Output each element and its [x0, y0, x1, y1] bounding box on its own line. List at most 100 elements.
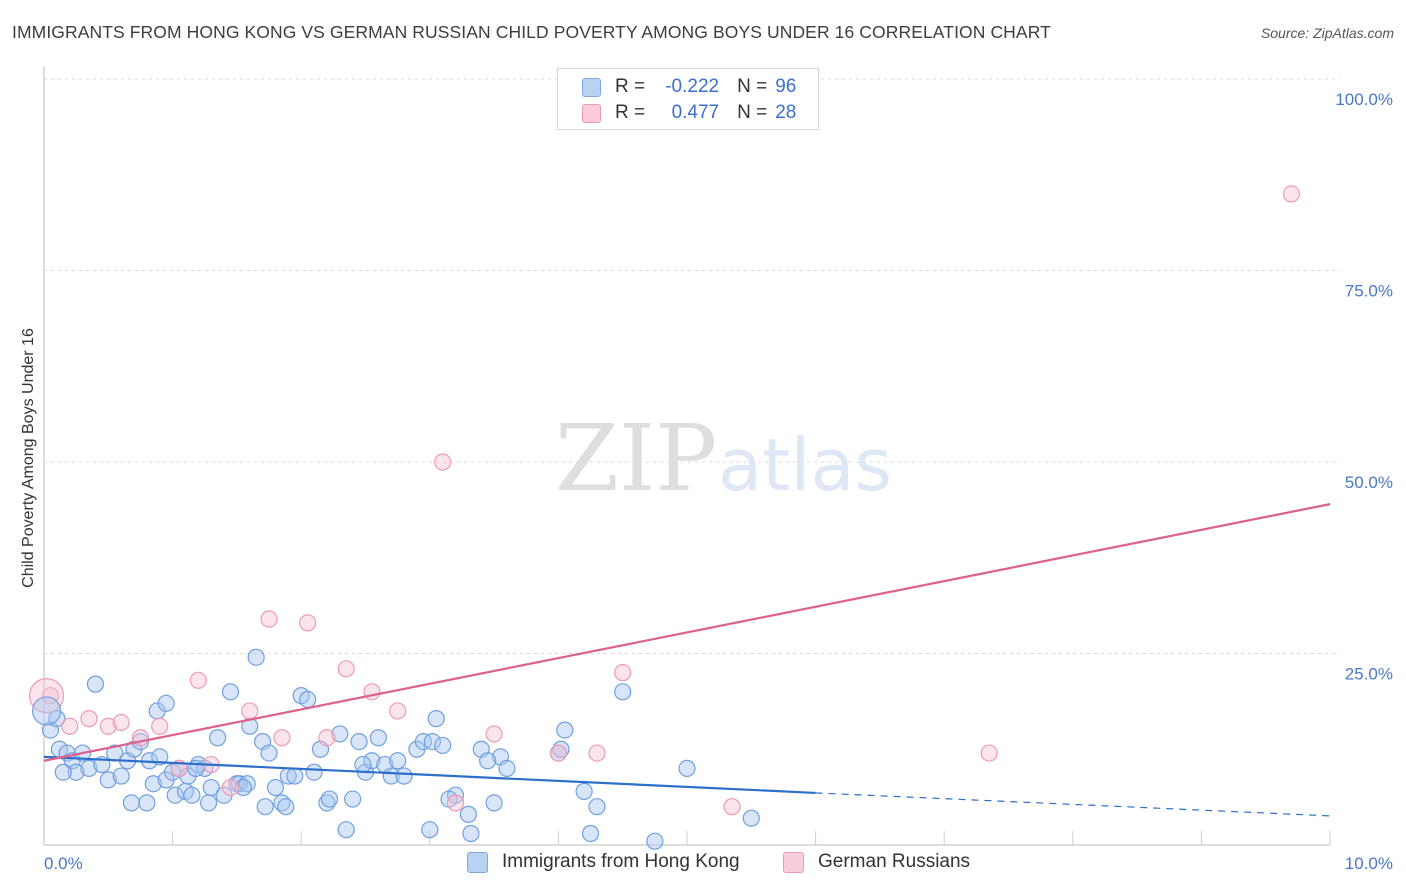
point-german-russian	[112, 713, 130, 732]
point-german-russian	[151, 717, 169, 735]
axes	[43, 66, 1330, 846]
point-hong-kong	[221, 683, 240, 701]
watermark-zip: ZIP	[555, 405, 717, 512]
point-hong-kong	[157, 694, 175, 712]
legend-row-german-russians: R = 0.477 N = 28	[582, 100, 796, 126]
series-legend-german-russians[interactable]: German Russians	[783, 851, 970, 873]
point-german-russian	[299, 614, 317, 632]
point-hong-kong	[200, 794, 218, 812]
x-tick-label: 0.0%	[44, 854, 83, 873]
point-hong-kong	[614, 683, 632, 701]
point-hong-kong	[678, 759, 696, 778]
point-hong-kong	[427, 710, 445, 728]
point-hong-kong	[256, 798, 274, 816]
legend-n-label: N =	[737, 102, 768, 123]
point-hong-kong	[337, 821, 355, 839]
point-hong-kong	[266, 778, 285, 797]
point-hong-kong	[462, 824, 480, 843]
point-german-russian	[723, 798, 741, 816]
point-german-russian	[221, 778, 240, 797]
point-german-russian	[980, 744, 998, 762]
point-hong-kong	[369, 729, 387, 747]
point-hong-kong	[479, 752, 497, 770]
point-hong-kong	[363, 752, 381, 770]
point-hong-kong	[183, 786, 201, 804]
point-hong-kong	[485, 794, 503, 812]
y-tick-label: 50.0%	[1345, 473, 1393, 492]
point-hong-kong	[234, 778, 252, 797]
point-hong-kong	[556, 721, 574, 739]
x-tick-label: 10.0%	[1345, 854, 1393, 873]
data-points	[28, 185, 1301, 850]
series-legend: Immigrants from Hong Kong German Russian…	[0, 851, 1406, 877]
legend-n-label: N =	[737, 76, 768, 97]
series-swatch-pink	[783, 851, 804, 873]
point-hong-kong	[498, 759, 516, 778]
y-axis-label: Child Poverty Among Boys Under 16	[20, 328, 37, 588]
point-hong-kong	[421, 821, 439, 839]
point-hong-kong	[260, 744, 278, 762]
point-german-russian	[588, 744, 606, 762]
point-hong-kong	[122, 794, 141, 812]
y-tick-label: 75.0%	[1345, 282, 1393, 301]
correlation-legend: R = -0.222 N = 96 R = 0.477 N = 28	[557, 68, 819, 130]
watermark-atlas: atlas	[718, 423, 892, 507]
trend-line-hong-kong-extrapolated	[815, 792, 1331, 817]
trend-line-german-russians	[43, 503, 1331, 762]
point-german-russian	[485, 725, 503, 743]
point-german-russian	[434, 453, 452, 471]
watermark: ZIP atlas	[555, 405, 892, 512]
point-german-russian	[273, 729, 291, 747]
point-hong-kong	[414, 732, 432, 751]
point-hong-kong	[286, 767, 304, 785]
point-hong-kong	[389, 752, 407, 770]
trend-lines	[43, 503, 1331, 817]
point-hong-kong	[166, 786, 184, 804]
point-hong-kong	[277, 798, 295, 816]
point-german-russian	[99, 717, 117, 735]
series-label-german-russians: German Russians	[818, 851, 971, 872]
point-hong-kong	[646, 832, 664, 850]
series-label-hong-kong: Immigrants from Hong Kong	[502, 851, 740, 872]
point-german-russian	[80, 710, 98, 728]
point-hong-kong	[395, 767, 413, 785]
point-hong-kong	[112, 767, 130, 785]
point-hong-kong	[331, 725, 349, 743]
point-hong-kong	[138, 794, 156, 812]
y-tick-label: 100.0%	[1335, 90, 1393, 109]
point-hong-kong	[241, 717, 259, 735]
point-hong-kong	[320, 790, 339, 808]
point-hong-kong	[202, 778, 220, 797]
y-tick-label: 25.0%	[1345, 665, 1393, 684]
point-hong-kong	[423, 732, 441, 751]
point-hong-kong	[247, 648, 265, 666]
point-hong-kong	[434, 736, 452, 755]
legend-r-value: -0.222	[665, 76, 720, 97]
point-german-russian	[318, 729, 336, 747]
point-german-russian	[549, 744, 568, 762]
point-hong-kong	[54, 763, 72, 781]
point-hong-kong	[354, 755, 372, 774]
point-german-russian	[61, 717, 79, 735]
legend-row-hong-kong: R = -0.222 N = 96	[582, 74, 796, 100]
point-german-russian	[189, 671, 207, 689]
point-hong-kong	[67, 763, 85, 781]
chart-source: Source: ZipAtlas.com	[1260, 25, 1394, 41]
point-hong-kong	[31, 696, 62, 726]
point-hong-kong	[581, 824, 600, 843]
series-legend-hong-kong[interactable]: Immigrants from Hong Kong	[467, 851, 740, 873]
point-german-russian	[446, 794, 465, 812]
point-hong-kong	[588, 798, 606, 816]
chart-title: IMMIGRANTS FROM HONG KONG VS GERMAN RUSS…	[12, 22, 1051, 42]
point-hong-kong	[209, 729, 227, 747]
point-hong-kong	[144, 775, 162, 793]
point-german-russian	[389, 702, 407, 720]
legend-swatch-blue	[582, 77, 601, 97]
point-german-russian	[260, 610, 278, 628]
point-german-russian	[614, 664, 632, 682]
point-hong-kong	[48, 710, 66, 728]
trend-line-hong-kong	[43, 755, 816, 795]
point-hong-kong	[80, 759, 98, 778]
point-hong-kong	[99, 771, 117, 789]
